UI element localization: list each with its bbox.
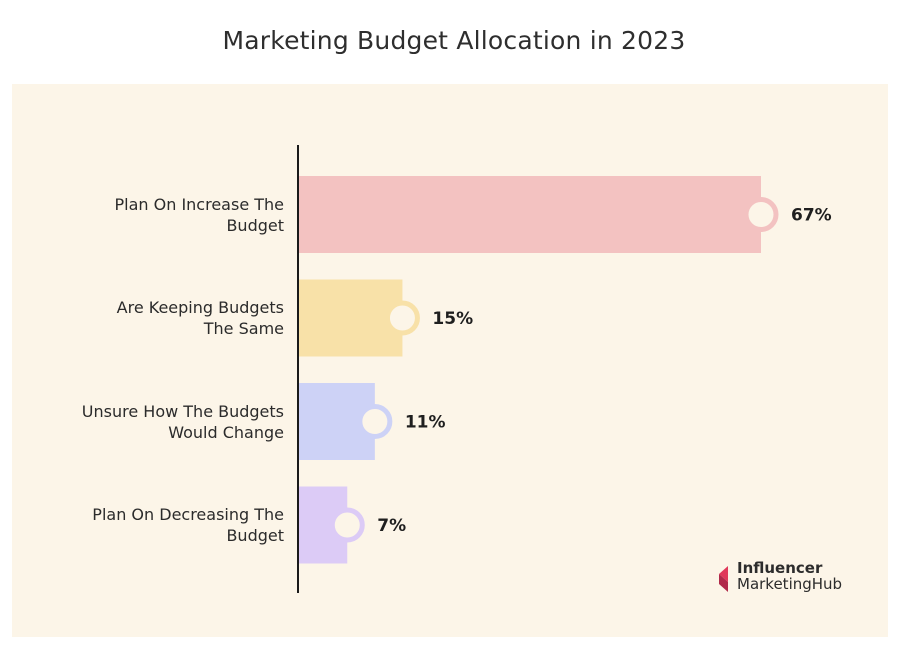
value-label-2: 15% [432,309,473,329]
brand-mark-icon [719,566,728,592]
brand-logo: Influencer MarketingHub [717,560,877,600]
bar-end-marker-3 [357,404,393,439]
category-label-2: Are Keeping Budgets The Same [116,298,284,338]
category-label-1: Plan On Increase The Budget [114,194,285,235]
bar-1 [299,176,761,253]
category-label-4: Plan On Decreasing The Budget [92,505,284,545]
bar-end-marker-4 [329,507,365,543]
value-label-1: 67% [791,206,832,226]
chart-title: Marketing Budget Allocation in 2023 [222,26,686,55]
brand-name-line2: MarketingHub [737,575,843,593]
value-label-3: 11% [405,413,446,433]
brand-name-line1: Influencer [737,559,823,577]
bar-end-marker-1 [743,197,779,232]
category-label-3: Unsure How The Budgets Would Change [81,401,284,442]
value-label-4: 7% [377,516,406,536]
bar-end-marker-2 [384,300,420,336]
